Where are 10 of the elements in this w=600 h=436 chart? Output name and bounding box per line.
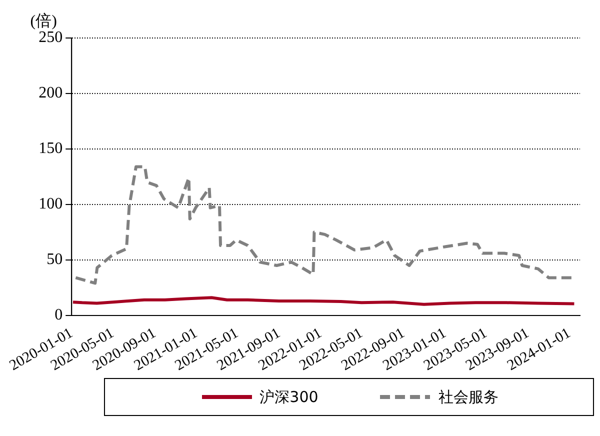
y-tick-label: 0: [54, 306, 63, 324]
y-tick-label: 150: [38, 140, 63, 158]
line-series: [74, 165, 574, 285]
y-tick-label: 100: [38, 196, 63, 213]
legend-label: 社会服务: [438, 388, 498, 406]
y-axis-title: (倍): [30, 12, 57, 30]
y-tick-label: 200: [38, 84, 63, 102]
y-tick-label: 250: [38, 29, 63, 46]
y-tick-label: 50: [46, 251, 63, 268]
legend-label: 沪深300: [260, 388, 318, 406]
